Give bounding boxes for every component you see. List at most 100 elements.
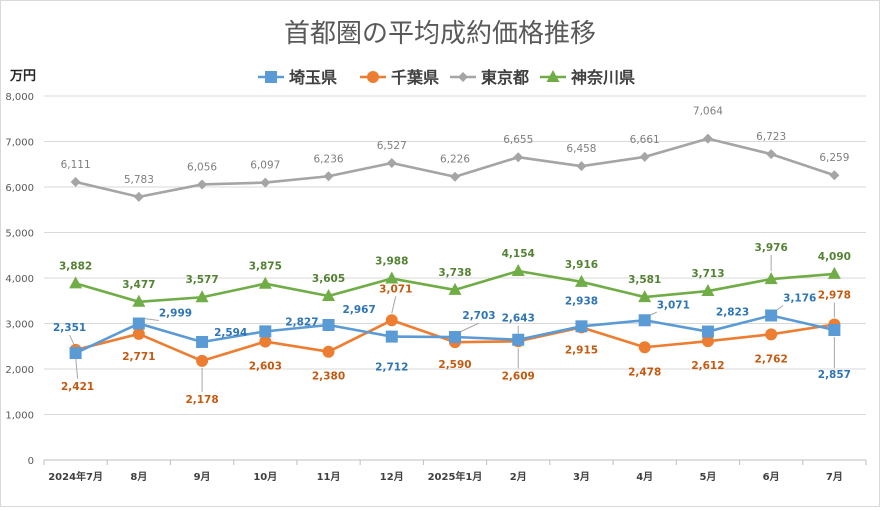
y-tick-label: 0 [28, 456, 34, 467]
data-label: 4,090 [818, 251, 851, 263]
data-point [764, 272, 778, 285]
data-label: 2,612 [691, 360, 724, 372]
data-point [259, 335, 272, 348]
data-label: 3,577 [185, 274, 218, 286]
data-point [449, 331, 461, 344]
legend-marker-1 [367, 71, 379, 83]
legend-label-2: 東京都 [481, 68, 529, 87]
data-point [638, 314, 651, 327]
x-tick-label: 9月 [194, 471, 211, 483]
data-point [766, 149, 777, 160]
leader-line [649, 311, 657, 316]
data-point [132, 317, 145, 330]
legend-marker-0 [265, 71, 277, 83]
data-point [258, 276, 272, 289]
data-label: 3,875 [249, 261, 282, 273]
data-point [513, 152, 524, 163]
data-label: 2,603 [249, 361, 282, 373]
gridlines [43, 95, 867, 465]
data-label: 6,236 [314, 153, 344, 165]
y-tick-label: 5,000 [5, 229, 34, 240]
data-point [448, 282, 462, 295]
data-point [385, 330, 398, 343]
data-point [511, 263, 525, 276]
data-point [133, 191, 144, 202]
data-point [322, 345, 335, 358]
x-tick-label: 7月 [826, 471, 843, 483]
y-tick-label: 3,000 [5, 320, 34, 331]
y-tick-label: 6,000 [5, 183, 34, 194]
data-point [260, 177, 271, 188]
data-label: 2,771 [122, 351, 155, 363]
data-point [69, 347, 82, 360]
data-label: 6,111 [61, 159, 91, 171]
data-label: 6,259 [819, 152, 849, 164]
data-point [197, 179, 208, 190]
x-tick-label: 11月 [317, 471, 341, 483]
legend: 埼玉県 千葉県 東京都 神奈川県 [258, 68, 635, 87]
data-point [323, 171, 334, 182]
data-label: 2,609 [502, 370, 535, 382]
leader-line [75, 356, 79, 379]
data-point [385, 271, 399, 284]
x-tick-label: 8月 [130, 471, 147, 483]
data-point [196, 335, 209, 348]
data-label: 3,916 [565, 259, 598, 271]
data-label: 3,581 [628, 274, 661, 286]
data-label: 3,738 [438, 267, 471, 279]
data-point [828, 324, 841, 337]
y-tick-label: 2,000 [5, 365, 34, 376]
data-label: 6,056 [187, 161, 217, 173]
data-label: 6,458 [566, 143, 596, 155]
x-tick-label: 10月 [253, 471, 277, 483]
leader-line [391, 296, 397, 314]
x-tick-label: 5月 [699, 471, 716, 483]
data-point [575, 320, 588, 333]
data-label: 4,154 [502, 248, 535, 260]
data-label: 6,097 [250, 160, 280, 172]
data-label: 2,590 [438, 359, 471, 371]
data-label: 3,176 [783, 292, 816, 304]
x-tick-label: 2025年1月 [428, 470, 483, 483]
data-point [512, 333, 525, 346]
data-label: 2,915 [565, 344, 598, 356]
y-tick-label: 8,000 [5, 92, 34, 103]
data-point [322, 288, 336, 301]
data-label: 2,967 [343, 304, 376, 316]
data-label: 2,643 [502, 313, 535, 325]
data-label: 2,421 [61, 381, 94, 393]
data-point [639, 151, 650, 162]
data-point [701, 284, 715, 297]
data-point [829, 170, 840, 181]
data-point [574, 274, 588, 287]
data-point [576, 161, 587, 172]
data-label: 5,783 [124, 174, 154, 186]
data-label: 2,857 [818, 369, 851, 381]
data-label: 3,071 [657, 299, 690, 311]
x-tick-label: 12月 [380, 471, 404, 483]
data-label: 3,477 [122, 279, 155, 291]
y-tick-label: 4,000 [5, 274, 34, 285]
chart-title: 首都圏の平均成約価格推移 [284, 19, 596, 49]
x-tick-label: 6月 [763, 471, 780, 483]
data-point [259, 325, 272, 338]
legend-marker-2 [458, 72, 468, 82]
legend-label-1: 千葉県 [391, 68, 439, 87]
data-point [385, 314, 398, 327]
leader-line [775, 305, 784, 311]
data-label: 2,762 [755, 353, 788, 365]
data-point [69, 276, 83, 289]
data-label: 3,071 [379, 283, 412, 295]
y-tick-label: 7,000 [5, 138, 34, 149]
x-tick-label: 2024年7月 [48, 470, 103, 483]
data-point [196, 354, 209, 367]
data-point [827, 266, 841, 279]
leader-line [459, 322, 480, 333]
y-tick-label: 1,000 [5, 411, 34, 422]
data-point [702, 133, 713, 144]
data-label: 6,661 [630, 134, 660, 146]
legend-label-3: 神奈川県 [571, 68, 635, 87]
data-point [132, 327, 145, 340]
